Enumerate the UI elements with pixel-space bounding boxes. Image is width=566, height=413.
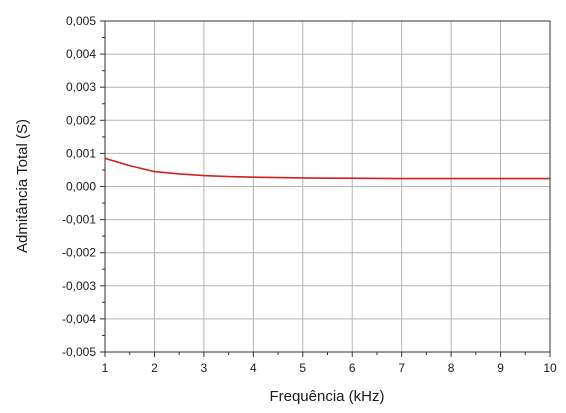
x-tick-label: 5 [299,361,306,375]
y-tick-label: 0,002 [66,113,96,127]
x-tick-label: 2 [151,361,158,375]
x-tick-label: 9 [497,361,504,375]
x-tick-label: 10 [543,361,557,375]
x-tick-label: 4 [250,361,257,375]
grid-lines [104,20,551,353]
x-tick-label: 3 [201,361,208,375]
x-axis-title: Frequência (kHz) [269,388,384,405]
y-tick-label: 0,000 [66,180,96,194]
y-axis-title: Admitância Total (S) [14,119,31,253]
x-tick-label: 1 [102,361,109,375]
series-group [104,157,550,180]
series-line [104,157,550,180]
x-tick-labels: 1 2 3 4 5 6 7 8 9 10 [102,361,557,375]
y-tick-label: -0,001 [62,213,96,227]
x-tick-label: 7 [398,361,405,375]
x-tick-label: 8 [448,361,455,375]
y-tick-label: 0,001 [66,146,96,160]
y-tick-label: 0,005 [66,14,96,28]
y-tick-label: -0,002 [62,246,96,260]
axis-ticks [100,20,551,357]
y-tick-label: 0,004 [66,47,96,61]
y-tick-labels: 0,005 0,004 0,003 0,002 0,001 0,000 -0,001 -0,0… [62,14,96,359]
x-tick-label: 6 [349,361,356,375]
y-tick-label: -0,005 [62,345,96,359]
y-tick-label: 0,003 [66,80,96,94]
y-tick-label: -0,003 [62,279,96,293]
y-tick-label: -0,004 [62,312,96,326]
